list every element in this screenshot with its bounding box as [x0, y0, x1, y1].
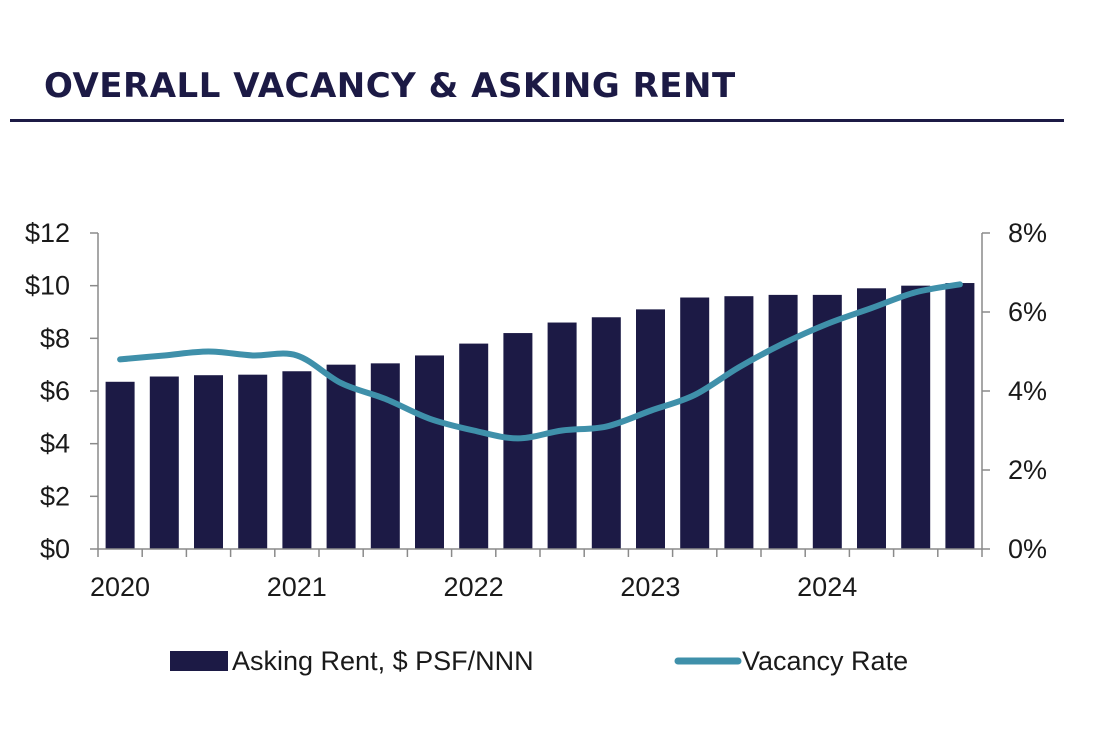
bar-2 — [149, 376, 179, 549]
y-left-tick-label: $0 — [40, 534, 70, 564]
y-right-tick-label: 0% — [1008, 534, 1047, 564]
y-left-tick-label: $8 — [40, 323, 70, 353]
y-left-tick-label: $12 — [25, 218, 70, 248]
bar-1 — [105, 381, 135, 549]
y-right-tick-label: 4% — [1008, 376, 1047, 406]
legend: Asking Rent, $ PSF/NNN Vacancy Rate — [170, 646, 908, 676]
y-left-tick-label: $10 — [25, 271, 70, 301]
bar-15 — [724, 296, 754, 549]
bar-18 — [857, 288, 886, 549]
bar-17 — [812, 294, 842, 549]
y-right-tick-label: 8% — [1008, 218, 1047, 248]
title-rule — [10, 119, 1064, 122]
bar-3 — [194, 375, 223, 549]
x-tick-label: 2022 — [444, 572, 504, 602]
y-left-tick-label: $2 — [40, 481, 70, 511]
legend-swatch-asking-rent — [170, 651, 228, 671]
bar-12 — [591, 317, 621, 549]
y-right-tick-label: 6% — [1008, 297, 1047, 327]
bar-6 — [326, 364, 356, 549]
bar-14 — [680, 297, 710, 549]
bar-19 — [901, 285, 931, 549]
x-tick-label: 2023 — [620, 572, 680, 602]
y-right-tick-label: 2% — [1008, 455, 1047, 485]
bar-7 — [370, 363, 400, 549]
bar-series — [105, 283, 975, 549]
bar-20 — [945, 283, 975, 549]
chart-title: OVERALL VACANCY & ASKING RENT — [44, 66, 736, 106]
x-tick-label: 2020 — [90, 572, 150, 602]
bar-11 — [547, 322, 577, 549]
legend-label-asking-rent: Asking Rent, $ PSF/NNN — [232, 646, 534, 676]
bar-4 — [238, 374, 268, 549]
bar-13 — [636, 309, 665, 549]
axes: $0 $2 $4 $6 $8 $10 $12 0% 2% 4% 6% 8% 2020 2021 2022 20… — [25, 218, 1047, 602]
line-series — [117, 281, 963, 442]
x-tick-label: 2024 — [797, 572, 857, 602]
bar-16 — [768, 294, 798, 549]
vacancy-rate-line — [117, 281, 963, 442]
x-tick-label: 2021 — [267, 572, 327, 602]
bar-9 — [459, 343, 489, 549]
y-left-tick-label: $6 — [40, 376, 70, 406]
legend-label-vacancy-rate: Vacancy Rate — [742, 646, 908, 676]
y-left-tick-label: $4 — [40, 429, 70, 459]
bar-8 — [415, 355, 444, 549]
bar-5 — [282, 371, 312, 549]
